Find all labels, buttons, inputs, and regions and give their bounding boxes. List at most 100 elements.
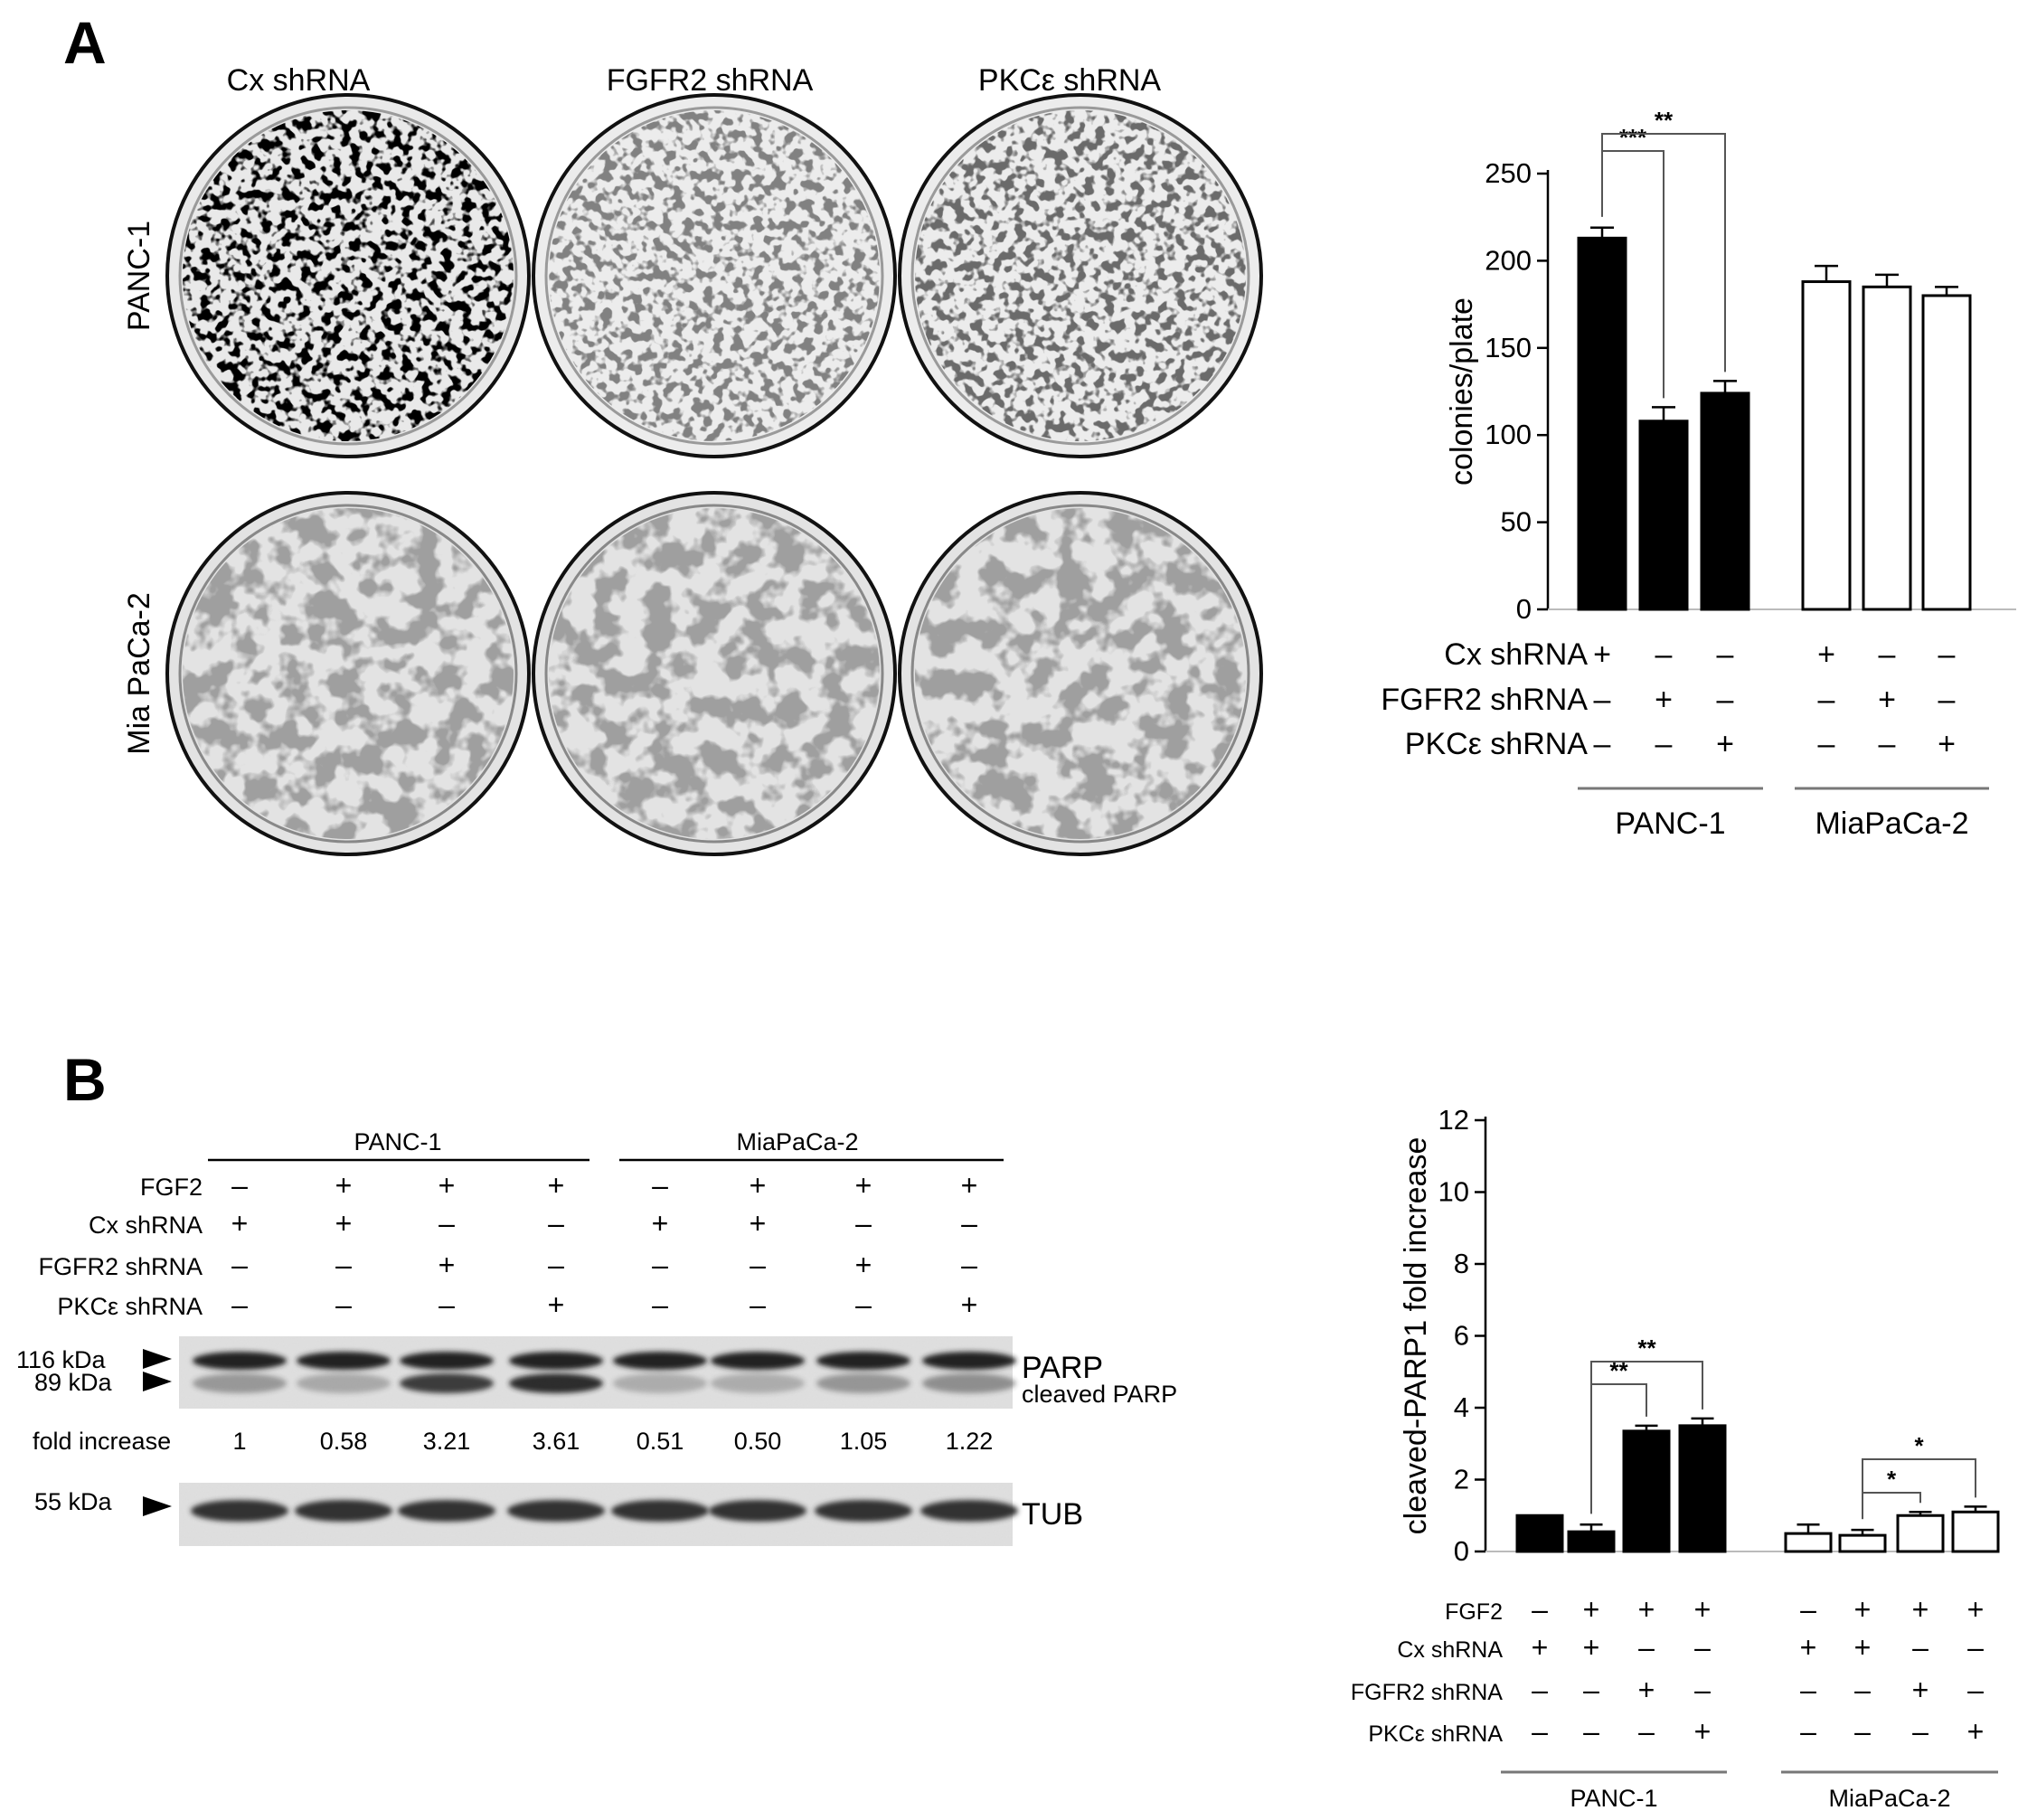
blot-condition-symbol: –	[231, 1249, 248, 1281]
plate-column-cx: Cx shRNA	[227, 63, 371, 98]
tub-blot-strip	[179, 1483, 1018, 1546]
condition-symbol: –	[1532, 1674, 1548, 1706]
parp-band	[400, 1352, 494, 1370]
fold-increase-value: 0.51	[637, 1428, 684, 1455]
fold-increase-values: 1 0.58 3.21 3.61 0.51 0.50 1.05 1.22	[232, 1428, 993, 1455]
condition-symbol: +	[1694, 1715, 1712, 1748]
y-tick-label: 12	[1438, 1104, 1469, 1136]
condition-row-label: FGFR2 shRNA	[1351, 1680, 1503, 1705]
condition-symbol: –	[1694, 1674, 1711, 1706]
significance-label: **	[1609, 1357, 1628, 1384]
condition-symbol: –	[1717, 637, 1734, 672]
condition-symbol: –	[1583, 1674, 1599, 1706]
significance-label: **	[1655, 107, 1674, 134]
parp-band	[816, 1352, 910, 1370]
parp-band	[297, 1352, 391, 1370]
fold-increase-value: 0.58	[320, 1428, 368, 1455]
significance-label: *	[1914, 1432, 1924, 1459]
tub-band	[191, 1500, 288, 1522]
significance-label: *	[1887, 1466, 1897, 1493]
condition-symbol: –	[1967, 1674, 1984, 1706]
mw-marker-89: 89 kDa	[34, 1369, 113, 1396]
blot-condition-symbol: –	[548, 1207, 564, 1240]
parp-blot-strip	[179, 1336, 1016, 1409]
fold-increase-value: 1	[232, 1428, 246, 1455]
condition-symbol: –	[1717, 683, 1734, 717]
plate-row-miapaca2: Mia PaCa-2	[122, 592, 156, 755]
tub-band	[920, 1500, 1018, 1522]
condition-symbol: –	[1800, 1593, 1816, 1626]
y-tick-label: 150	[1485, 332, 1532, 363]
parp-band	[922, 1352, 1016, 1370]
blot-row-label-fgf2: FGF2	[140, 1174, 203, 1201]
condition-row-label: FGFR2 shRNA	[1381, 683, 1588, 717]
condition-row-label: Cx shRNA	[1444, 637, 1588, 672]
blot-condition-symbol: +	[961, 1288, 978, 1321]
blot-condition-symbol: +	[855, 1169, 872, 1202]
colony-plate-miapaca2-fgfr2	[532, 491, 897, 856]
fold-increase-value: 0.50	[734, 1428, 782, 1455]
fold-increase-value: 1.22	[946, 1428, 994, 1455]
y-axis-label: cleaved-PARP1 fold increase	[1399, 1137, 1433, 1535]
condition-symbol: –	[1655, 637, 1673, 672]
bar	[1862, 285, 1912, 611]
plate-column-pkce: PKCε shRNA	[978, 63, 1162, 98]
condition-symbol: –	[1854, 1674, 1871, 1706]
y-tick-label: 250	[1485, 157, 1532, 189]
condition-symbol: –	[1938, 683, 1956, 717]
bar	[1700, 391, 1750, 611]
bar	[1838, 1533, 1887, 1553]
condition-symbol: +	[1938, 727, 1956, 761]
blot-condition-symbol: +	[961, 1169, 978, 1202]
colony-plate-panc1-pkce	[898, 93, 1263, 458]
colony-plate-panc1-fgfr2	[532, 93, 897, 458]
significance-label: ***	[1619, 124, 1647, 151]
blot-row-label-pkce: PKCε shRNA	[57, 1293, 203, 1320]
cleaved-parp-band	[922, 1373, 1016, 1393]
group-label: PANC-1	[1615, 806, 1725, 841]
condition-symbol: –	[1800, 1674, 1816, 1706]
condition-symbol: +	[1655, 683, 1673, 717]
condition-symbol: –	[1938, 637, 1956, 672]
bar	[1678, 1424, 1727, 1553]
tub-band	[815, 1500, 912, 1522]
plate-column-fgfr2: FGFR2 shRNA	[607, 63, 814, 98]
bar	[1515, 1514, 1564, 1553]
condition-symbol: –	[1532, 1715, 1548, 1748]
bar	[1951, 1510, 2000, 1553]
blot-condition-symbol: –	[961, 1249, 977, 1281]
blot-condition-symbol: –	[439, 1207, 455, 1240]
condition-symbol: +	[1817, 637, 1835, 672]
cleaved-parp-band	[193, 1373, 287, 1393]
blot-condition-symbol: +	[439, 1169, 456, 1202]
bar	[1622, 1429, 1671, 1553]
blot-condition-symbol: +	[231, 1207, 249, 1240]
bar	[1567, 1530, 1616, 1553]
significance-bracket	[1862, 1458, 1976, 1520]
condition-symbol: +	[1800, 1631, 1817, 1664]
cleaved-parp-band	[509, 1373, 603, 1393]
mw-marker-55: 55 kDa	[34, 1488, 113, 1515]
condition-symbol: +	[1912, 1593, 1929, 1626]
band-label-tub: TUB	[1022, 1497, 1083, 1532]
condition-symbol: +	[1583, 1631, 1600, 1664]
blot-condition-symbol: –	[750, 1288, 766, 1321]
band-label-cleaved-parp: cleaved PARP	[1022, 1381, 1177, 1408]
bar	[1784, 1532, 1833, 1553]
cleaved-parp-band	[816, 1373, 910, 1393]
y-tick-label: 0	[1454, 1535, 1469, 1567]
arrowhead-116-icon	[143, 1349, 172, 1369]
blot-condition-grid: – + + + – + + + + + – – + + – – – – + – – – + – – – – + – – – +	[231, 1169, 978, 1321]
y-tick-label: 2	[1454, 1464, 1469, 1495]
y-tick-label: 50	[1501, 506, 1532, 538]
condition-symbol: –	[1594, 683, 1611, 717]
condition-symbol: +	[1854, 1593, 1872, 1626]
condition-symbol: –	[1912, 1715, 1929, 1748]
blot-condition-symbol: –	[855, 1288, 872, 1321]
condition-symbol: –	[1638, 1715, 1655, 1748]
colony-plate-miapaca2-pkce	[898, 491, 1263, 856]
blot-condition-symbol: –	[231, 1169, 248, 1202]
blot-condition-symbol: –	[652, 1249, 668, 1281]
